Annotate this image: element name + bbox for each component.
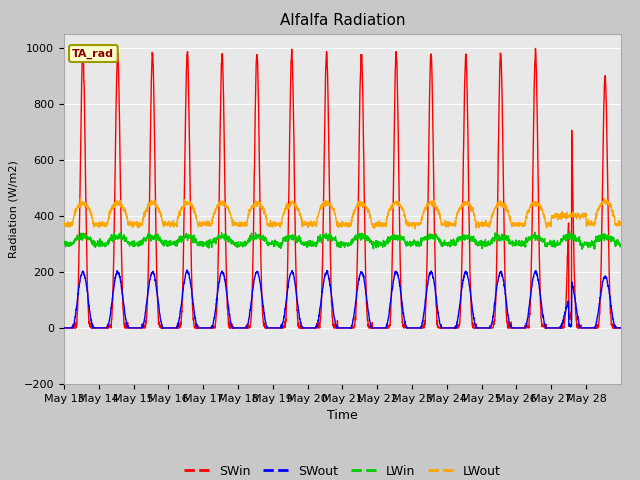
Legend: SWin, SWout, LWin, LWout: SWin, SWout, LWin, LWout [179, 460, 506, 480]
SWin [542, 323, 550, 328]
LWin [609, 237, 617, 242]
LWout [617, 219, 625, 225]
Title: Alfalfa Radiation: Alfalfa Radiation [280, 13, 405, 28]
SWout [510, 325, 518, 331]
SWin [236, 325, 244, 331]
LWin [541, 240, 549, 246]
LWout [116, 203, 124, 208]
SWin [116, 126, 124, 132]
Line: SWin: SWin [64, 48, 621, 328]
LWin [510, 240, 518, 246]
LWout [412, 226, 419, 231]
Line: LWin: LWin [64, 231, 621, 249]
SWin [510, 325, 518, 331]
Line: SWout: SWout [64, 270, 621, 328]
LWout [60, 222, 68, 228]
LWin [60, 240, 68, 246]
SWin [376, 325, 383, 331]
SWin [532, 46, 540, 51]
SWout [376, 325, 384, 331]
LWin [617, 242, 625, 248]
SWin [617, 325, 625, 331]
X-axis label: Time: Time [327, 409, 358, 422]
LWout [600, 195, 608, 201]
SWout [617, 325, 625, 331]
SWout [609, 316, 617, 322]
SWout [236, 325, 244, 331]
SWout [116, 275, 124, 280]
Y-axis label: Radiation (W/m2): Radiation (W/m2) [8, 160, 18, 258]
LWout [542, 221, 550, 227]
SWout [183, 267, 191, 273]
Line: LWout: LWout [64, 198, 621, 228]
SWout [542, 324, 550, 330]
LWin [236, 242, 244, 248]
LWin [116, 236, 124, 241]
SWin [60, 325, 68, 331]
SWin [609, 322, 617, 327]
LWin [578, 246, 586, 252]
Text: TA_rad: TA_rad [72, 48, 115, 59]
LWout [236, 219, 244, 225]
SWout [60, 325, 68, 331]
LWout [376, 221, 383, 227]
LWout [609, 208, 617, 214]
LWin [376, 239, 383, 245]
LWin [566, 228, 573, 234]
LWout [510, 221, 518, 227]
